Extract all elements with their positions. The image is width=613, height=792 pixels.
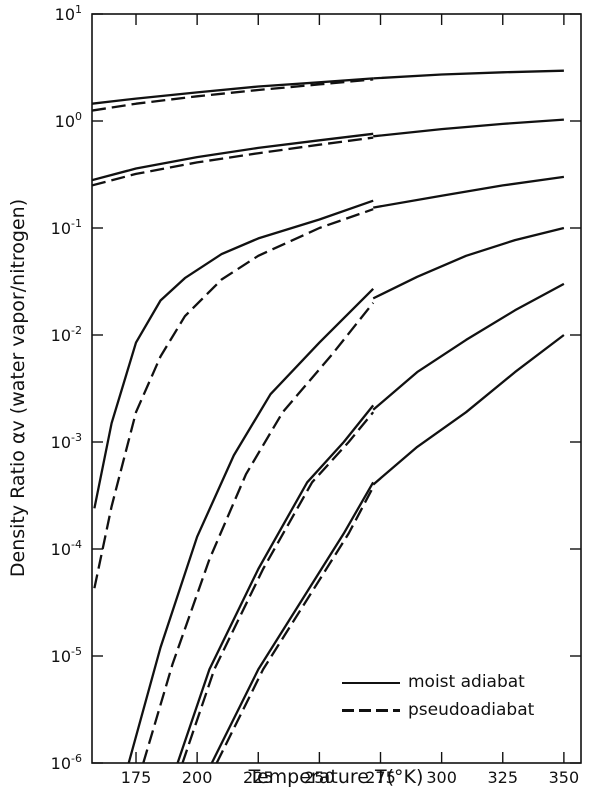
pseudoadiabat-line [215, 486, 375, 763]
y-tick-label: 10-3 [51, 431, 82, 452]
pseudoadiabat-line [93, 208, 374, 589]
y-tick-label: 101 [55, 3, 82, 24]
legend-label: moist adiabat [408, 672, 525, 692]
moist-adiabat-line [372, 226, 565, 300]
moist-adiabat-line [373, 175, 565, 209]
legend-item-moist-adiabat: moist adiabat [342, 670, 542, 698]
pseudoadiabat-line [181, 411, 375, 763]
legend: moist adiabat pseudoadiabat [342, 670, 542, 726]
x-tick-label: 275 [365, 768, 396, 787]
moist-adiabat-line [210, 481, 375, 763]
y-tick-labels: 101 100 10-1 10-2 10-3 10-4 10-5 10-6 [51, 3, 82, 773]
solid-line-swatch [342, 682, 400, 684]
x-tick-label: 225 [243, 768, 274, 787]
moist-adiabat-line [372, 282, 565, 411]
data-series [92, 69, 565, 763]
x-tick-label: 175 [121, 768, 152, 787]
x-tick-labels: 175 200 225 250 275 300 325 350 [121, 768, 579, 787]
axis-ticks [92, 13, 581, 764]
moist-adiabat-line [92, 132, 374, 182]
moist-adiabat-line [93, 199, 374, 509]
moist-adiabat-line [127, 287, 375, 763]
pseudoadiabat-line [92, 78, 374, 112]
dashed-line-swatch [342, 709, 400, 712]
plot-frame [91, 13, 582, 764]
legend-label: pseudoadiabat [408, 700, 535, 720]
moist-adiabat-line [373, 69, 564, 80]
legend-item-pseudoadiabat: pseudoadiabat [342, 698, 542, 726]
pseudoadiabat-line [142, 302, 375, 763]
y-tick-label: 10-5 [51, 645, 82, 666]
x-tick-label: 350 [549, 768, 580, 787]
y-tick-label: 10-2 [51, 324, 82, 345]
y-tick-label: 10-1 [51, 217, 82, 238]
y-tick-label: 100 [55, 110, 82, 131]
moist-adiabat-line [176, 404, 375, 763]
x-tick-label: 325 [487, 768, 518, 787]
moist-adiabat-line [372, 334, 565, 486]
x-tick-label: 250 [304, 768, 335, 787]
y-tick-label: 10-4 [51, 538, 82, 559]
x-tick-label: 300 [426, 768, 457, 787]
moist-adiabat-line [92, 77, 374, 105]
pseudoadiabat-line [92, 136, 374, 187]
x-tick-label: 200 [182, 768, 213, 787]
y-tick-label: 10-6 [51, 752, 82, 773]
moist-adiabat-line [373, 118, 564, 138]
y-axis-label: Density Ratio αv (water vapor/nitrogen) [7, 199, 29, 577]
x-axis-label: Temperature T(°K) [248, 766, 424, 788]
